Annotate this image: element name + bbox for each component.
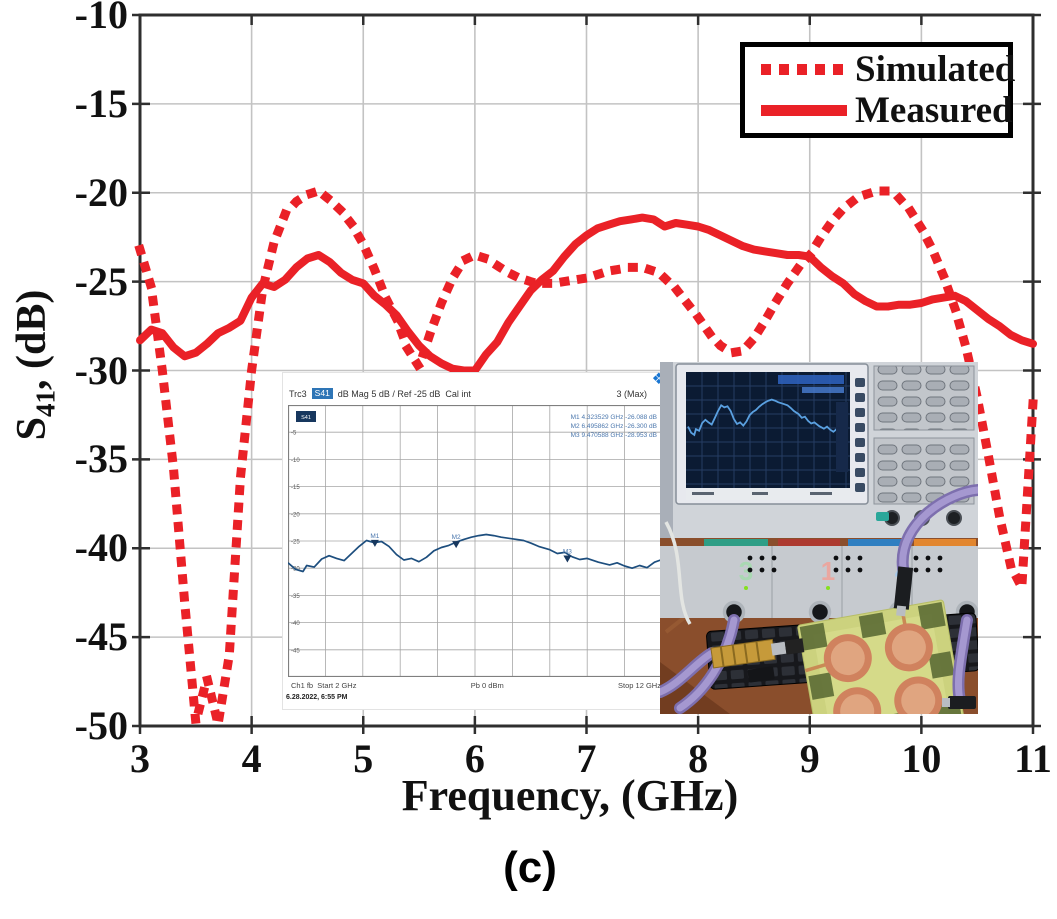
legend-label-measured: Measured [855,90,1013,131]
vna-max-label: 3 (Max) [616,388,647,399]
plot-frame [138,13,1035,728]
pcb-patch-antennas [823,623,943,736]
legend-label-simulated: Simulated [855,49,1016,90]
svg-text:S41: S41 [301,415,311,421]
legend-sample-measured [761,105,847,116]
y-tick-label: -50 [74,703,128,748]
y-tick-label: -30 [74,347,128,393]
port-number-3: 3 [739,556,753,586]
vna-marker-label: M3 [563,549,572,556]
vna-marker-readout: M1 4.323529 GHz -26.088 dB M2 6.495862 G… [571,413,657,440]
vna-trace [288,533,662,573]
y-tick-label: -25 [74,258,128,304]
vna-sweep-settings: Ch1 fb Start 2 GHz Pb 0 dBm Stop 12 GHz [291,681,661,690]
vna-meas-format: dB Mag 5 dB / Ref -25 dB [337,388,441,399]
vna-marker-label: M2 [452,534,461,541]
screen-trace [687,398,847,437]
vna-s41-chip: S41 [311,388,333,399]
black-adapter [747,666,775,683]
x-tick-label: 6 [464,736,485,781]
vna-timestamp: 6.28.2022, 6:55 PM [286,694,348,701]
softkey-column [855,378,865,492]
measurement-setup-photo: 3 1 4 [654,362,984,752]
x-tick-label: 10 [901,736,942,781]
y-tick-label: -20 [74,169,128,215]
vna-marker-line: M3 9.470588 GHz -28.953 dB [570,432,657,439]
subfigure-caption: (c) [503,843,557,892]
svg-text:-35: -35 [291,594,300,600]
svg-text:-15: -15 [291,485,300,491]
svg-text:-20: -20 [291,512,300,518]
port-number-1: 1 [821,556,835,586]
x-tick-label: 9 [799,736,820,781]
y-tick-label: -15 [74,80,128,126]
vna-header: Trc3 S41 dB Mag 5 dB / Ref -25 dB Cal in… [289,387,663,400]
vna-stop-freq: Stop 12 GHz [618,681,661,690]
port-screw-dots [747,555,943,573]
gold-adapter [710,638,805,669]
preset-key [876,512,889,521]
vna-marker-icon [370,539,379,547]
vna-power-level: Pb 0 dBm [470,681,504,690]
measurement-setup-photo-svg: 3 1 4 [654,362,984,752]
x-tick-label: 5 [353,736,374,781]
simulated-curve [134,185,1038,726]
vna-cal-state: Cal int [445,388,471,399]
x-tick-label: 3 [130,736,150,781]
vna-marker-label: M1 [370,533,379,540]
y-tick-label: -40 [74,525,128,571]
x-tick-label: 8 [688,736,709,781]
purple-test-cables [654,484,984,714]
legend-row-simulated: Simulated [745,51,1015,88]
vna-channel-label: Ch1 fb [291,681,314,690]
port-color-stripes [704,539,976,546]
vna-marker-icon [563,555,572,563]
svg-text:-10: -10 [291,458,300,464]
sma-connector-right [948,696,976,709]
button-cluster [873,365,975,431]
sma-connector-top [893,566,914,617]
legend-row-measured: Measured [745,92,1013,129]
x-tick-label: 7 [576,736,597,781]
vna-trace-label: Trc3 [289,388,307,399]
vna-marker-icon [452,541,461,549]
vna-screenshot-inset: ❖ Trc3 S41 dB Mag 5 dB / Ref -25 dB Cal … [283,372,669,709]
x-tick-label: 11 [1014,736,1052,781]
legend: Simulated Measured [740,42,1015,138]
y-tick-label: -45 [74,614,128,660]
y-tick-label: -10 [74,0,128,37]
vna-start-freq: Start 2 GHz [317,681,357,690]
x-axis-title: Frequency, (GHz) [401,771,739,820]
vna-marker-line: M1 4.323529 GHz -26.088 dB [570,414,657,421]
y-axis-title: S41, (dB) [9,289,61,441]
vna-grid-chip [296,411,316,422]
svg-text:-25: -25 [291,540,300,546]
vna-marker-line: M2 6.495862 GHz -26.300 dB [570,423,657,430]
pcb-under-test [797,599,966,752]
svg-text:-5: -5 [291,431,297,437]
white-cable [664,521,692,625]
svg-text:-45: -45 [291,648,300,654]
x-tick-label: 4 [241,736,262,781]
svg-text:-40: -40 [291,621,300,627]
measured-curve [136,213,1037,375]
legend-sample-simulated [761,64,847,75]
y-tick-label: -35 [74,436,128,482]
